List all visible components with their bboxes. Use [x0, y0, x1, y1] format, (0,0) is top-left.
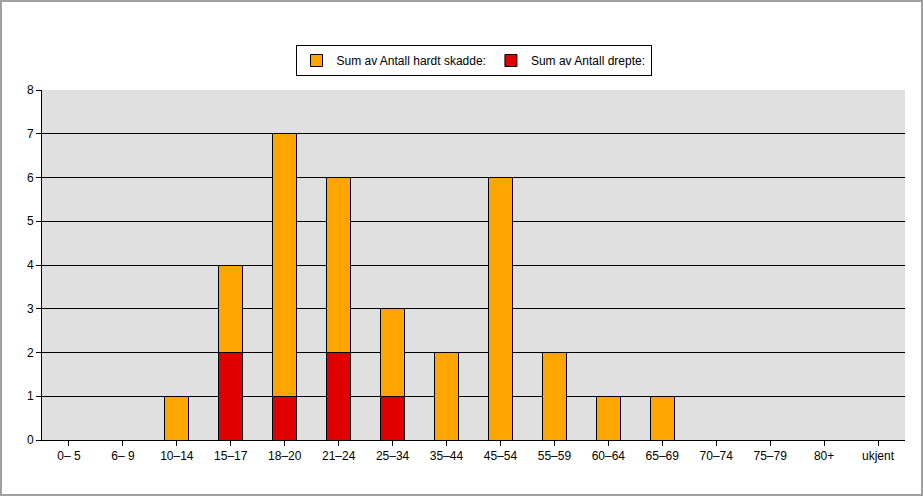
svg-text:4: 4 — [27, 258, 34, 272]
svg-text:2: 2 — [27, 346, 34, 360]
svg-text:Sum av Antall drepte:: Sum av Antall drepte: — [531, 54, 645, 68]
svg-text:15–17: 15–17 — [214, 449, 248, 463]
svg-text:3: 3 — [27, 302, 34, 316]
svg-text:6– 9: 6– 9 — [111, 449, 135, 463]
svg-text:80+: 80+ — [814, 449, 834, 463]
svg-text:35–44: 35–44 — [430, 449, 464, 463]
svg-text:0– 5: 0– 5 — [57, 449, 81, 463]
svg-text:60–64: 60–64 — [592, 449, 626, 463]
svg-text:1: 1 — [27, 389, 34, 403]
svg-text:0: 0 — [27, 433, 34, 447]
svg-text:45–54: 45–54 — [484, 449, 518, 463]
svg-text:ukjent: ukjent — [862, 449, 895, 463]
svg-text:25–34: 25–34 — [376, 449, 410, 463]
svg-text:10–14: 10–14 — [160, 449, 194, 463]
svg-text:5: 5 — [27, 214, 34, 228]
svg-text:65–69: 65–69 — [646, 449, 680, 463]
svg-text:8: 8 — [27, 83, 34, 97]
svg-text:7: 7 — [27, 127, 34, 141]
svg-text:21–24: 21–24 — [322, 449, 356, 463]
svg-text:70–74: 70–74 — [700, 449, 734, 463]
svg-text:Sum av Antall hardt skadde:: Sum av Antall hardt skadde: — [337, 54, 486, 68]
svg-text:55–59: 55–59 — [538, 449, 572, 463]
svg-text:75–79: 75–79 — [753, 449, 787, 463]
svg-text:6: 6 — [27, 171, 34, 185]
svg-text:18–20: 18–20 — [268, 449, 302, 463]
